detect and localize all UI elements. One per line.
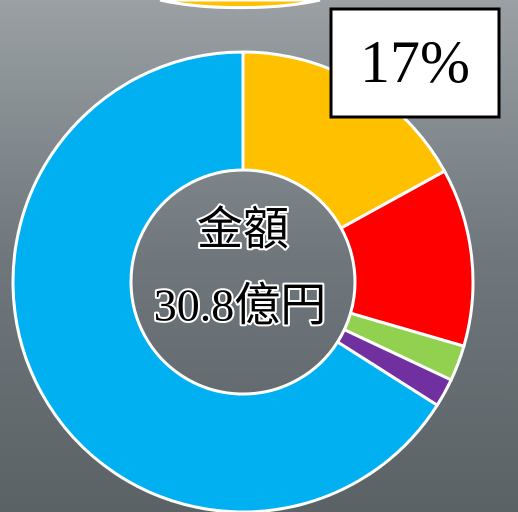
center-label: 30.8億円 bbox=[154, 280, 327, 331]
value-label: 17% bbox=[360, 29, 470, 95]
donut-segment bbox=[11, 50, 440, 512]
previous-chart-edge bbox=[159, 0, 321, 10]
center-label: 金額 bbox=[197, 204, 289, 255]
donut-segment bbox=[339, 169, 475, 349]
value-label-box bbox=[329, 7, 501, 119]
donut bbox=[11, 50, 475, 512]
donut-segment bbox=[241, 50, 447, 231]
